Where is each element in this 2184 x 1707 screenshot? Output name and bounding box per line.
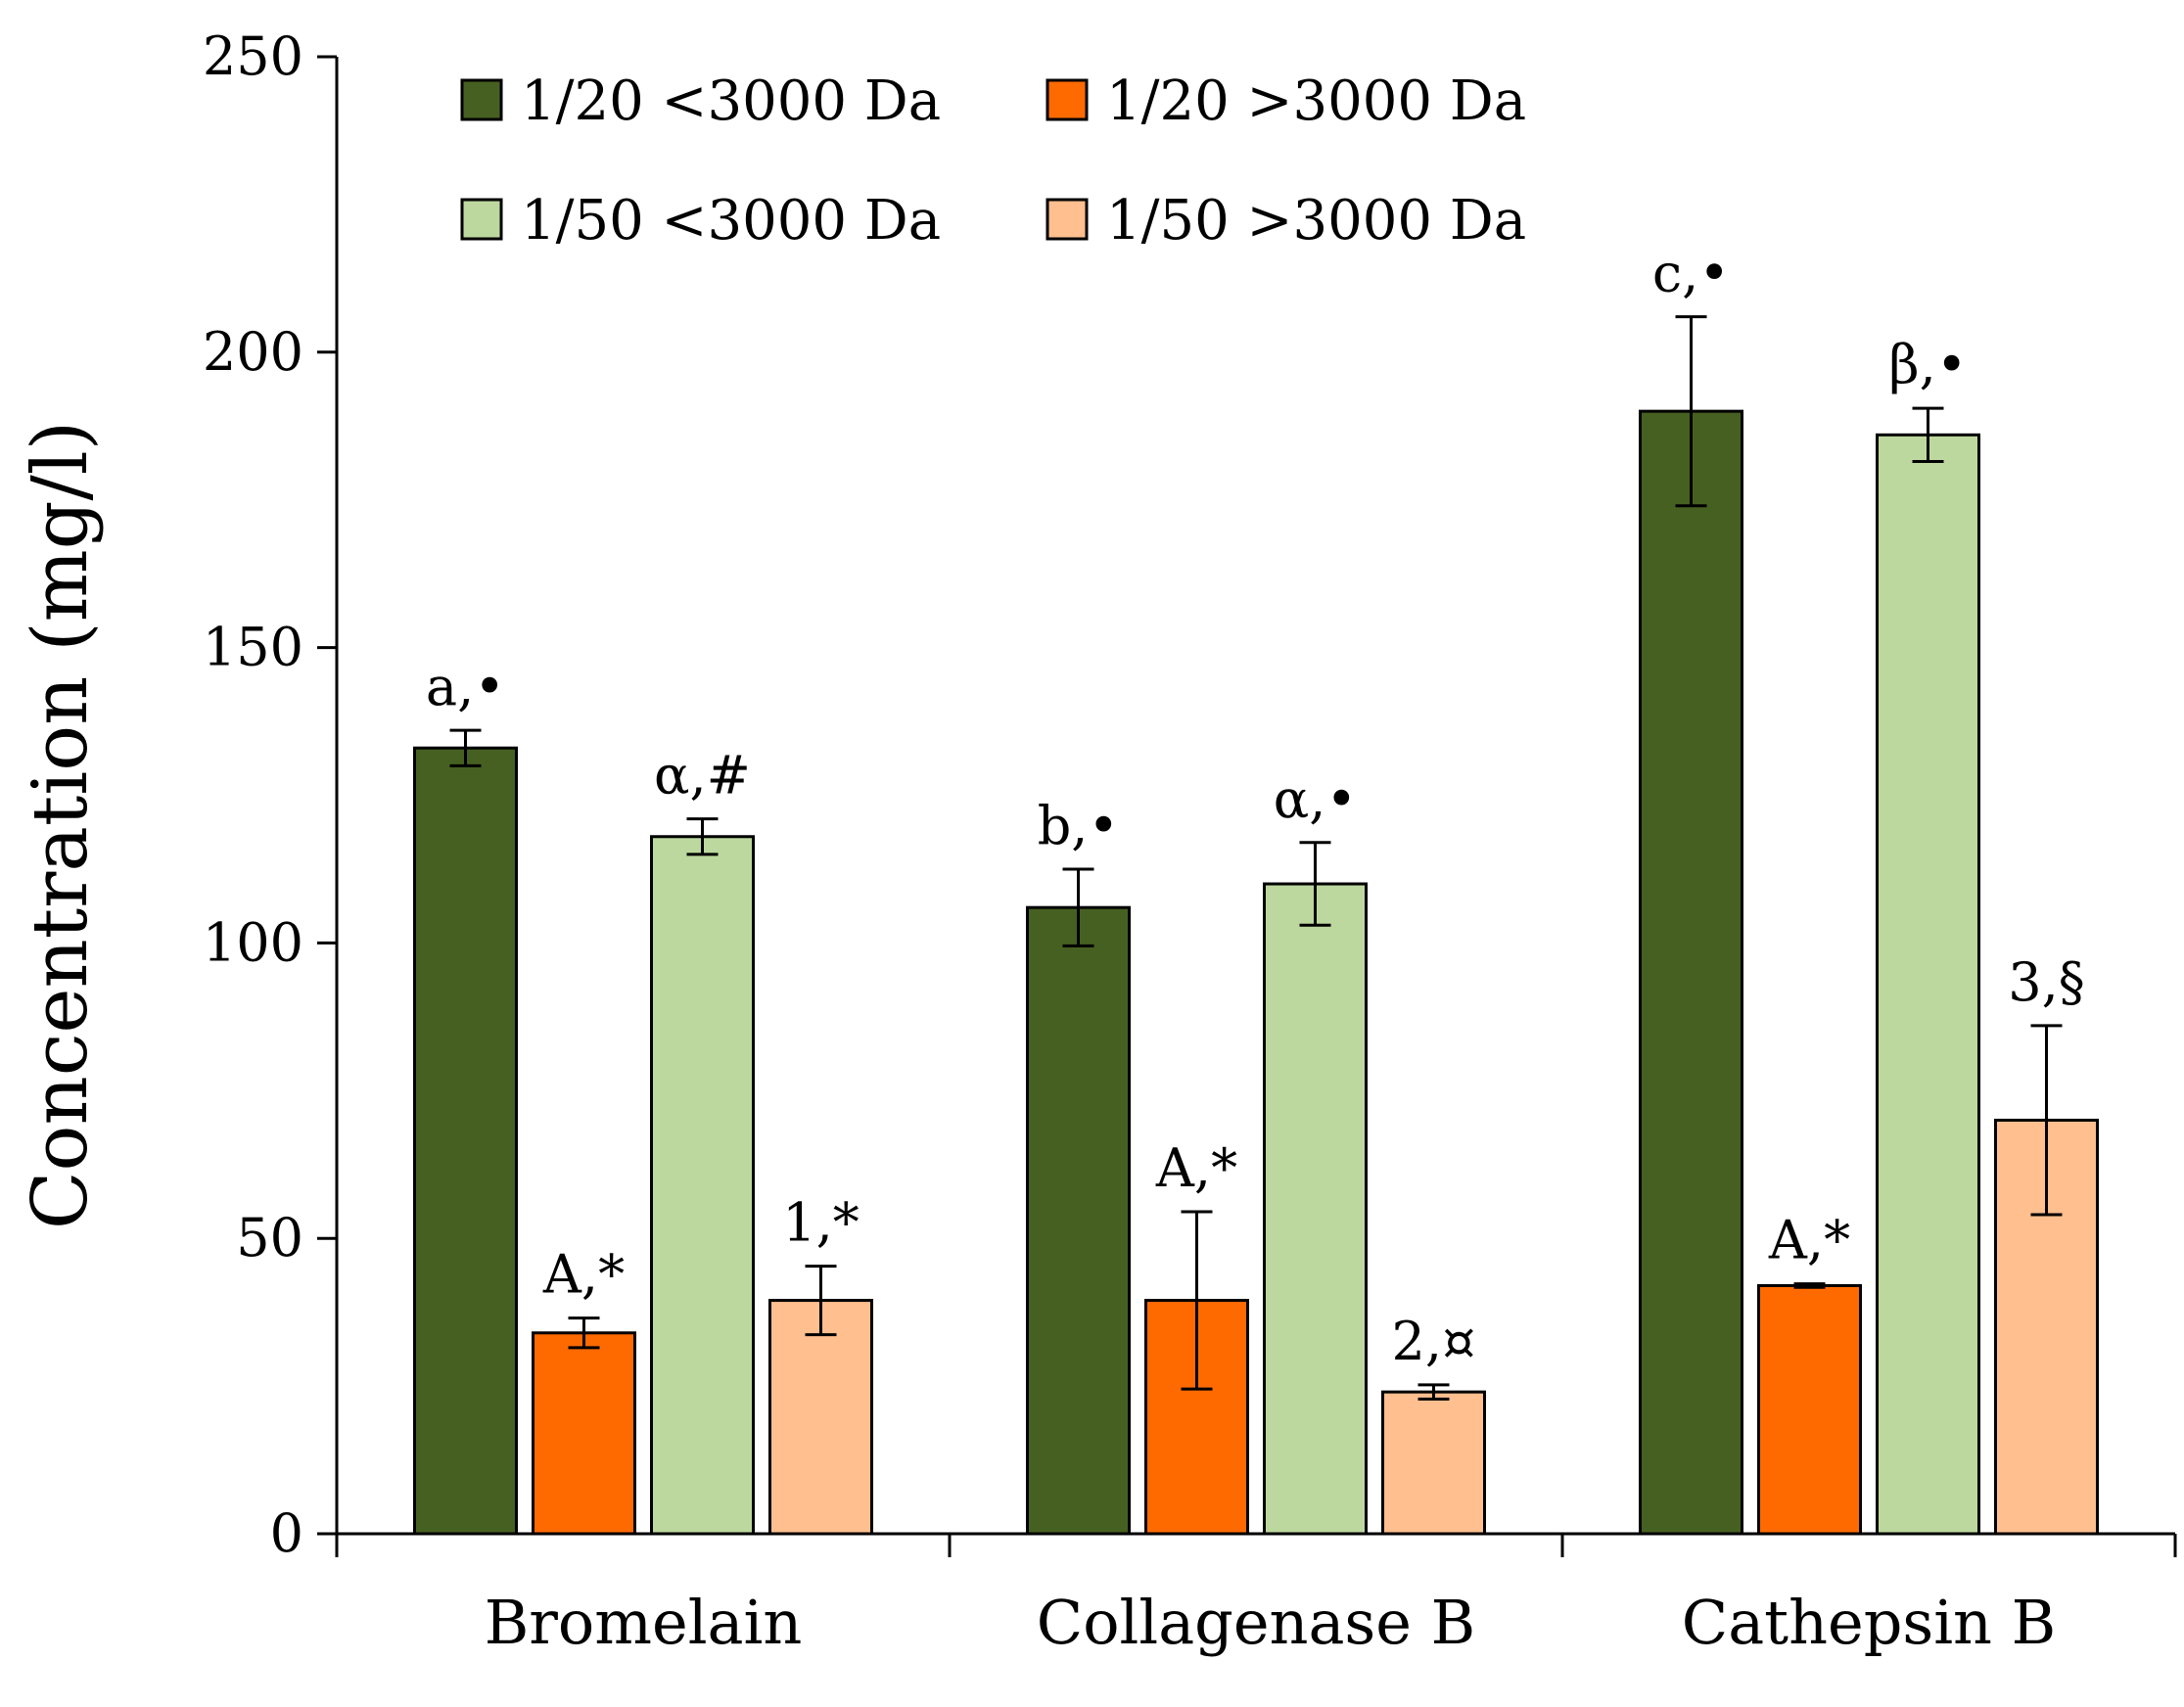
y-tick-label: 100 — [203, 911, 303, 973]
significance-label: c,• — [1652, 243, 1730, 304]
bar-4-2 — [1381, 1390, 1486, 1536]
category-labels: Bromelain Collagenase B Cathepsin B — [485, 1587, 2057, 1658]
bar-2-1 — [532, 1331, 636, 1536]
category-label: Cathepsin B — [1682, 1587, 2056, 1658]
significance-label: 3,§ — [2008, 951, 2085, 1013]
significance-label: 2,¤ — [1392, 1311, 1476, 1372]
bars: a,• A,* α,# 1,* b,• A,* α,• 2,¤ c,• A,* β,• 3,§ — [413, 243, 2099, 1536]
y-tick-labels: 0 50 100 150 200 250 — [203, 25, 303, 1564]
bar-3-2 — [1263, 882, 1368, 1536]
significance-label: 1,* — [782, 1192, 860, 1254]
legend-swatch-1 — [460, 78, 503, 121]
significance-label: α,• — [1274, 768, 1357, 830]
bar-1-1 — [413, 746, 518, 1536]
bar-1-3 — [1639, 409, 1743, 1536]
legend-swatch-4 — [1046, 198, 1089, 241]
bar-3-3 — [1876, 433, 1980, 1536]
y-tick-label: 50 — [236, 1207, 303, 1269]
y-tick-label: 150 — [203, 617, 303, 678]
category-label: Bromelain — [485, 1587, 803, 1658]
y-tick-label: 0 — [270, 1502, 303, 1564]
significance-label: A,* — [1155, 1137, 1237, 1199]
significance-label: β,• — [1888, 334, 1967, 395]
significance-label: A,* — [1768, 1210, 1850, 1271]
legend-label-1: 1/20 <3000 Da — [521, 69, 941, 133]
significance-label: a,• — [426, 656, 505, 717]
significance-label: b,• — [1038, 795, 1120, 856]
legend-swatch-3 — [460, 198, 503, 241]
legend-label-3: 1/50 <3000 Da — [521, 189, 941, 253]
y-axis-title: Concentration (mg/l) — [17, 421, 105, 1229]
category-label: Collagenase B — [1037, 1587, 1475, 1658]
significance-label: A,* — [542, 1244, 625, 1306]
bar-2-3 — [1757, 1283, 1862, 1536]
legend-label-4: 1/50 >3000 Da — [1106, 189, 1526, 253]
legend-label-2: 1/20 >3000 Da — [1106, 69, 1526, 133]
bar-3-1 — [650, 835, 755, 1536]
y-tick-label: 250 — [203, 25, 303, 87]
bar-1-2 — [1026, 905, 1131, 1536]
y-tick-label: 200 — [203, 321, 303, 383]
legend: 1/20 <3000 Da 1/20 >3000 Da 1/50 <3000 Da 1… — [460, 69, 1526, 253]
legend-swatch-2 — [1046, 78, 1089, 121]
axes — [317, 55, 2177, 1557]
significance-label: α,# — [654, 745, 751, 807]
